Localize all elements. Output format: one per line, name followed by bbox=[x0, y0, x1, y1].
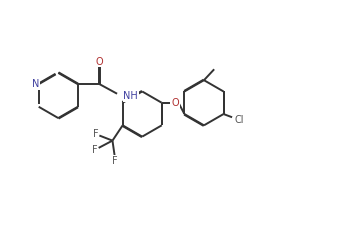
Text: O: O bbox=[172, 98, 179, 108]
Text: Cl: Cl bbox=[235, 115, 244, 125]
Text: N: N bbox=[32, 79, 40, 89]
Text: O: O bbox=[96, 57, 103, 67]
Text: NH: NH bbox=[123, 91, 138, 101]
Text: F: F bbox=[112, 156, 118, 166]
Text: F: F bbox=[92, 145, 98, 155]
Text: F: F bbox=[92, 129, 98, 139]
